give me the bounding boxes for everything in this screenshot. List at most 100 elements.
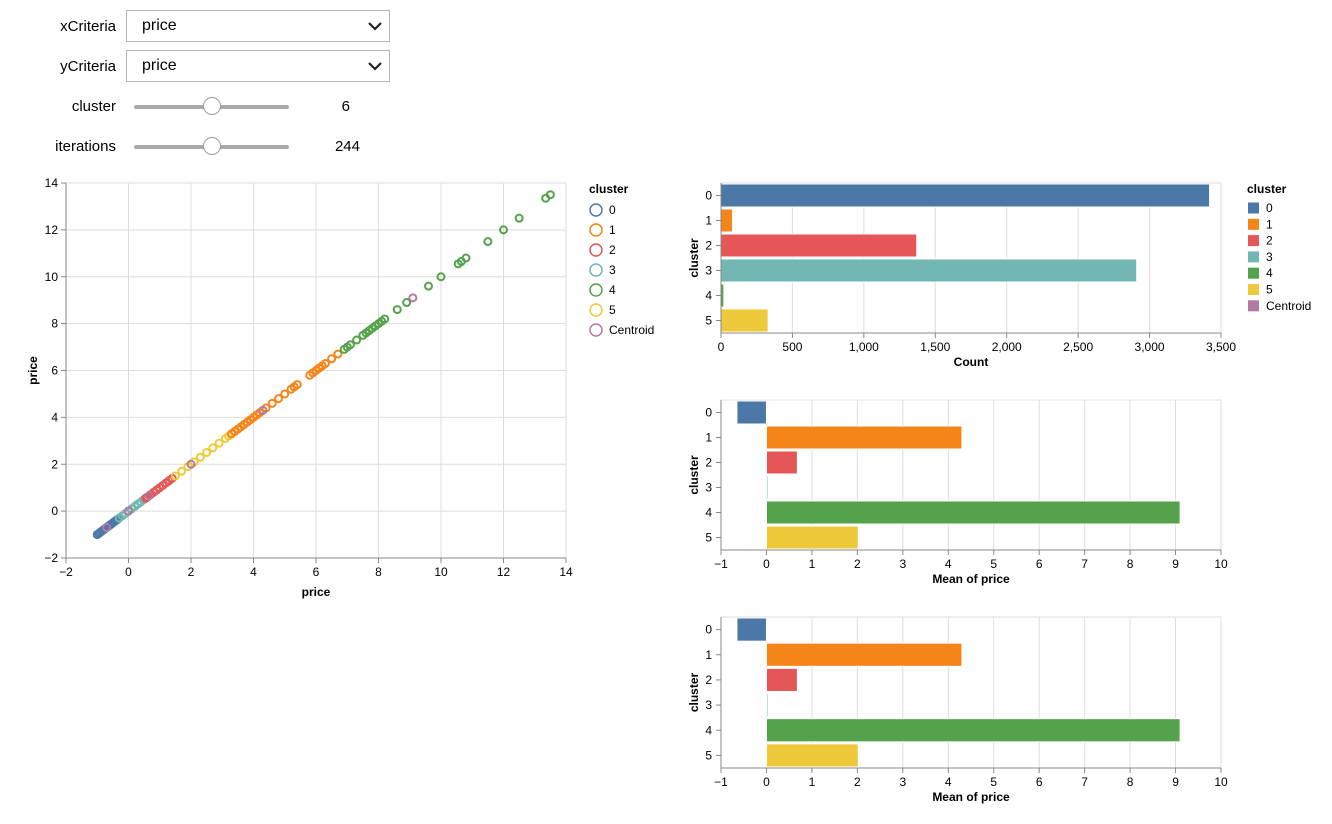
y-tick-label: 14 (45, 176, 59, 190)
x-tick-label: 9 (1172, 775, 1179, 789)
y-tick-label: 4 (705, 289, 712, 303)
scatter-point (124, 506, 133, 516)
y-tick-label: 1 (705, 431, 712, 445)
legend-label: 3 (609, 263, 616, 277)
chevron-down-icon (368, 62, 382, 71)
scatter-point (124, 506, 133, 516)
scatter-point (224, 431, 233, 441)
legend-label: 5 (1266, 283, 1273, 297)
legend-symbol (589, 203, 603, 217)
scatter-point (236, 422, 246, 432)
scatter-point (152, 485, 162, 495)
scatter-point (202, 448, 212, 458)
x-tick-label: 1,000 (849, 340, 879, 354)
scatter-point (436, 272, 446, 282)
ycriteria-label: yCriteria (60, 58, 116, 75)
y-tick-label: 5 (705, 531, 712, 545)
scatter-point (333, 349, 343, 359)
slider-thumb[interactable] (202, 97, 221, 115)
scatter-point (239, 419, 249, 429)
scatter-point (380, 314, 390, 324)
scatter-point (108, 518, 118, 528)
bar (720, 283, 725, 308)
legend-symbol (589, 303, 603, 317)
bar (720, 183, 1211, 208)
legend-label: 1 (609, 223, 616, 237)
cluster-slider[interactable] (134, 96, 289, 118)
y-tick-label: 2 (705, 673, 712, 687)
x-tick-label: 6 (313, 565, 320, 579)
legend-symbol (589, 323, 603, 337)
x-tick-label: −1 (714, 775, 728, 789)
legend-symbol (589, 223, 603, 237)
scatter-point (145, 490, 155, 500)
iterations-slider[interactable] (134, 136, 289, 158)
legend-title: cluster (589, 182, 629, 196)
bar (765, 693, 769, 718)
scatter-point (103, 521, 113, 531)
scatter-point (289, 382, 299, 392)
scatter-point (111, 516, 121, 525)
x-tick-label: 6 (1036, 775, 1043, 789)
scatter-point (183, 462, 193, 472)
plot-frame (720, 399, 1222, 551)
scatter-point (292, 380, 302, 390)
x-tick-label: 6 (1036, 557, 1043, 571)
scatter-point (127, 504, 137, 514)
xcriteria-value: price (142, 17, 177, 34)
scatter-point (541, 193, 551, 203)
scatter-point (424, 281, 433, 291)
legend-symbol (1248, 251, 1259, 263)
scatter-point (99, 525, 108, 535)
scatter-point (149, 487, 158, 497)
y-tick-label: −2 (44, 551, 58, 565)
legend-label: 0 (609, 203, 616, 217)
y-axis-title: price (26, 356, 40, 385)
legend-symbol (1248, 267, 1259, 279)
scatter-point (249, 412, 258, 422)
scatter-point (161, 478, 171, 488)
x-tick-label: 2 (188, 565, 195, 579)
scatter-point (102, 523, 112, 533)
legend-label: 3 (1266, 250, 1273, 264)
y-axis-title: cluster (687, 672, 701, 712)
y-axis-title: cluster (687, 455, 701, 495)
x-tick-label: 2,000 (992, 340, 1022, 354)
scatter-point (92, 530, 102, 540)
bar (765, 500, 1181, 525)
plot-frame (720, 616, 1222, 769)
scatter-point (130, 501, 140, 511)
scatter-point (220, 433, 230, 443)
x-tick-label: 2,500 (1063, 340, 1093, 354)
bar (720, 233, 918, 258)
bar-chart-1: 0 500 1,000 1,500 2,000 2,500 3,000 3,500 0 1 2 3 4 5… (687, 182, 1311, 369)
legend-label: 5 (609, 303, 616, 317)
scatter-point (252, 410, 262, 420)
y-tick-label: 0 (705, 189, 712, 203)
scatter-point (142, 492, 152, 502)
scatter-point (141, 493, 151, 503)
slider-thumb[interactable] (202, 137, 221, 155)
cluster-slider-value: 6 (341, 98, 350, 115)
x-tick-label: 4 (250, 565, 257, 579)
scatter-point (317, 361, 327, 371)
x-tick-label: 7 (1081, 557, 1088, 571)
scatter-point (144, 491, 154, 501)
scatter-point (177, 466, 187, 476)
scatter-point (339, 344, 349, 354)
x-tick-label: 1,500 (920, 340, 950, 354)
cluster-slider-label: cluster (71, 98, 116, 115)
scatter-point (308, 368, 318, 378)
x-tick-label: 10 (434, 565, 448, 579)
x-tick-label: 14 (559, 565, 573, 579)
xcriteria-select[interactable]: price (126, 10, 390, 42)
iterations-slider-label: iterations (55, 138, 116, 155)
x-tick-label: 5 (990, 775, 997, 789)
scatter-point (100, 524, 110, 534)
scatter-point (109, 517, 119, 527)
scatter-point (342, 342, 352, 352)
ycriteria-select[interactable]: price (126, 50, 390, 82)
scatter-point (305, 370, 315, 380)
legend-symbol (589, 243, 603, 257)
